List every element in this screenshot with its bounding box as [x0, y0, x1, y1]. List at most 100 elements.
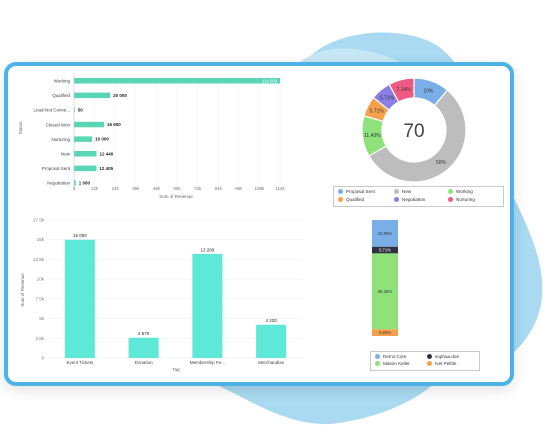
legend-swatch	[338, 189, 343, 194]
x-tick-label: Event Tickets	[66, 360, 94, 365]
legend-label: Negotiation	[402, 197, 426, 202]
data-label: 114 000	[262, 78, 277, 83]
slice-label: 50%	[436, 160, 447, 166]
legend-swatch	[427, 361, 432, 366]
data-label: 16 600	[107, 122, 121, 127]
x-tick-label: 84k	[215, 186, 223, 191]
legend-item[interactable]: Qualified	[338, 197, 364, 202]
bar	[74, 151, 97, 157]
bar	[74, 136, 93, 142]
legend-label: Proposal Sent	[346, 189, 375, 194]
legend-label: New	[402, 189, 412, 194]
legend-item[interactable]: New	[394, 189, 411, 194]
legend-label: sophaa.doe	[435, 354, 460, 359]
stack-segment	[372, 329, 398, 336]
x-tick-label: 48k	[153, 186, 161, 191]
legend-item[interactable]: Working	[448, 189, 473, 194]
y-axis-title: Status	[18, 121, 23, 135]
legend-swatch	[394, 197, 399, 202]
bar	[128, 337, 159, 358]
legend-item[interactable]: Proposal Sent	[338, 189, 375, 194]
legend-swatch	[375, 361, 380, 366]
bar	[74, 107, 75, 113]
y-tick-label: Closed Won	[46, 122, 71, 127]
x-axis-title: Tag	[172, 367, 180, 372]
legend-item[interactable]: Mason Keller	[375, 361, 410, 366]
data-label: 15 000	[73, 233, 87, 238]
legend-swatch	[338, 197, 343, 202]
x-tick-label: Merchandise	[258, 360, 284, 365]
bar	[74, 180, 76, 186]
legend-swatch	[427, 354, 432, 359]
stack-segment	[372, 246, 398, 254]
data-label: 1 000	[79, 181, 91, 186]
y-tick-label: 15k	[37, 237, 45, 242]
legend-item[interactable]: Negotiation	[394, 197, 425, 202]
y-tick-label: Lead-Not Conve...	[33, 108, 70, 113]
stacked-legend: Demo Core sophaa.doe Mason Keller Ivet P…	[370, 351, 480, 371]
data-label: 10 000	[95, 137, 109, 142]
legend-item[interactable]: Demo Core	[375, 354, 407, 359]
legend-swatch	[394, 189, 399, 194]
y-tick-label: 12.5k	[33, 257, 45, 262]
segment-label: 23.08%	[378, 231, 392, 236]
status-donut-chart: 10%50%11.43%5.71%5.71%7.14%70	[361, 77, 467, 183]
stack-segment	[372, 220, 398, 247]
slice-label: 7.14%	[397, 87, 412, 93]
data-label: 4 220	[265, 318, 277, 323]
x-tick-label: 96k	[235, 186, 243, 191]
y-tick-label: 7.5k	[35, 296, 44, 301]
data-label: 13 200	[200, 247, 214, 252]
legend-label: Demo Core	[383, 354, 407, 359]
legend-item[interactable]: Ivet Pelble	[427, 361, 456, 366]
y-tick-label: 17.5k	[33, 218, 45, 223]
x-tick-label: 12k	[91, 186, 99, 191]
x-tick-label: 114k	[275, 186, 285, 191]
y-tick-label: Proposal Sent	[42, 166, 71, 171]
legend-label: Mason Keller	[383, 361, 410, 366]
donut-legend: Proposal Sent New Working Qualified Nego…	[333, 186, 504, 207]
x-tick-label: Donation	[135, 360, 154, 365]
data-label: 20 000	[113, 93, 127, 98]
status-revenue-bar-chart: 012k24k36k48k60k72k84k96k108k114kWorking…	[18, 75, 285, 199]
dashboard-card: 0 12k 24k 36k 48k 60k 72k 84k 96k 108k 114k Working…	[4, 62, 514, 386]
segment-label: 5.83%	[379, 330, 391, 335]
tag-revenue-bar-chart: 0 2.5k 5k 7.5k 10k 12.5k 15k 17.5k 15 000 Event T…	[20, 218, 303, 372]
data-label: 2 570	[138, 331, 150, 336]
y-tick-label: Nurturing	[51, 137, 70, 142]
data-label: 50	[78, 108, 84, 113]
x-tick-label: 60k	[173, 186, 181, 191]
legend-item[interactable]: Nurturing	[448, 197, 475, 202]
legend-swatch	[375, 354, 380, 359]
data-label: 12 405	[99, 166, 113, 171]
legend-label: Nurturing	[456, 197, 475, 202]
pie-slice	[388, 77, 415, 103]
owner-stacked-bar-chart: 23.08% 5.71% 65.38% 5.83%	[372, 220, 398, 336]
y-axis-title: Sum of Revenue	[20, 273, 25, 307]
x-tick-label: Membership Fe...	[190, 360, 225, 365]
bar	[192, 253, 223, 358]
y-tick-label: Qualified	[52, 93, 70, 98]
slice-label: 5.71%	[380, 96, 395, 102]
y-tick-label: 2.5k	[35, 336, 44, 341]
y-tick-label: Negotiation	[47, 181, 70, 186]
y-tick-label: 0	[41, 356, 44, 361]
bar	[74, 121, 104, 128]
segment-label: 5.71%	[379, 248, 391, 253]
legend-swatch	[448, 189, 453, 194]
y-tick-label: 5k	[39, 316, 45, 321]
bar	[74, 165, 97, 172]
legend-label: Working	[456, 189, 473, 194]
pie-slice	[368, 89, 467, 183]
x-tick-label: 72k	[194, 186, 202, 191]
slice-label: 11.43%	[364, 133, 381, 139]
legend-label: Ivet Pelble	[435, 361, 457, 366]
x-axis-title: Sum of Revenue	[159, 194, 193, 199]
legend-item[interactable]: sophaa.doe	[427, 354, 459, 359]
x-tick-label: 36k	[132, 186, 140, 191]
slice-label: 10%	[423, 88, 434, 94]
y-tick-label: 10k	[37, 277, 45, 282]
bar	[74, 78, 280, 84]
bar	[64, 239, 95, 358]
stack-segment	[372, 253, 398, 330]
